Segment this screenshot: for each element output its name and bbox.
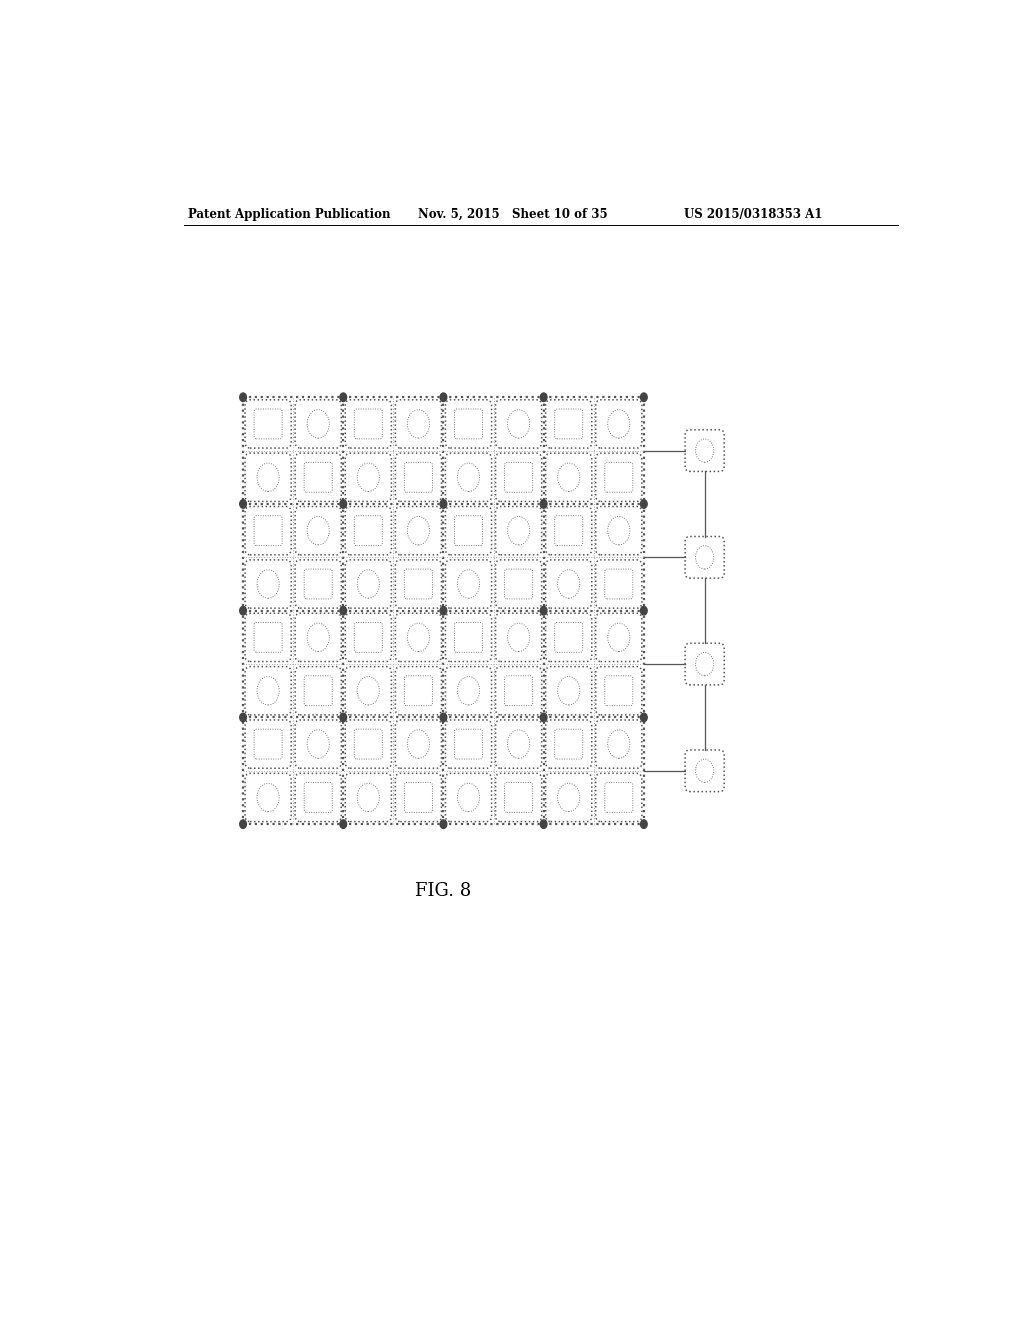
Circle shape bbox=[340, 606, 346, 615]
Text: Nov. 5, 2015   Sheet 10 of 35: Nov. 5, 2015 Sheet 10 of 35 bbox=[418, 209, 607, 222]
Circle shape bbox=[640, 820, 647, 829]
Circle shape bbox=[240, 393, 247, 401]
Circle shape bbox=[340, 820, 346, 829]
Circle shape bbox=[440, 713, 446, 722]
Circle shape bbox=[240, 820, 247, 829]
Circle shape bbox=[440, 606, 446, 615]
Circle shape bbox=[440, 393, 446, 401]
Circle shape bbox=[240, 500, 247, 508]
Circle shape bbox=[340, 713, 346, 722]
Circle shape bbox=[541, 500, 547, 508]
Circle shape bbox=[340, 500, 346, 508]
Circle shape bbox=[240, 713, 247, 722]
Text: Patent Application Publication: Patent Application Publication bbox=[187, 209, 390, 222]
Circle shape bbox=[440, 500, 446, 508]
Text: US 2015/0318353 A1: US 2015/0318353 A1 bbox=[684, 209, 822, 222]
Text: FIG. 8: FIG. 8 bbox=[416, 882, 472, 900]
Circle shape bbox=[340, 393, 346, 401]
Circle shape bbox=[640, 713, 647, 722]
Circle shape bbox=[541, 393, 547, 401]
Circle shape bbox=[640, 606, 647, 615]
Circle shape bbox=[541, 606, 547, 615]
Circle shape bbox=[440, 820, 446, 829]
Circle shape bbox=[541, 713, 547, 722]
Circle shape bbox=[640, 500, 647, 508]
Circle shape bbox=[541, 820, 547, 829]
Circle shape bbox=[640, 393, 647, 401]
Circle shape bbox=[240, 606, 247, 615]
